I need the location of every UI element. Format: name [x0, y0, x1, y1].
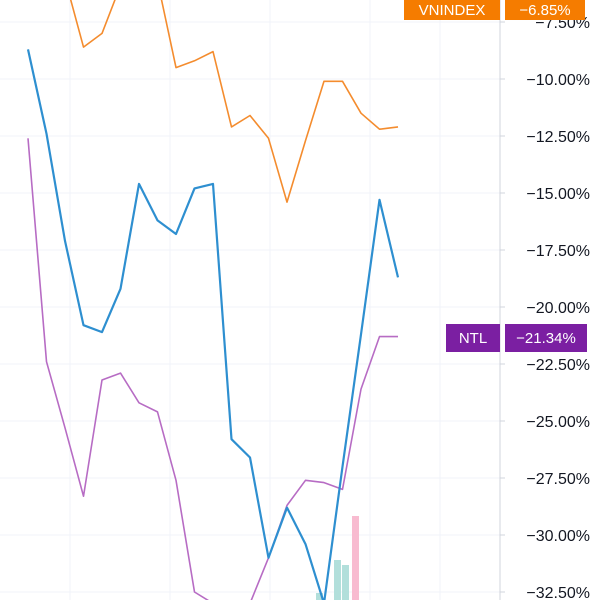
ntl-badge-name: NTL [459, 330, 487, 347]
ntl-badge-name-box [446, 324, 500, 352]
vnindex-badge-name-box [404, 0, 500, 20]
volume-bar [352, 516, 359, 600]
ntl-badge-value: −21.34% [516, 330, 576, 347]
volume-bar [316, 593, 323, 600]
volume-bars [316, 516, 359, 600]
y-tick-label: −25.00% [526, 414, 590, 431]
vnindex-badge[interactable]: VNINDEX −6.85% [404, 0, 585, 20]
horizontal-gridlines [0, 21, 500, 593]
y-tick-label: −17.50% [526, 243, 590, 260]
y-tick-label: −22.50% [526, 357, 590, 374]
ntl-badge-value-box [505, 324, 587, 352]
comparison-series-line [26, 49, 400, 600]
vnindex-badge-name: VNINDEX [419, 2, 486, 19]
ntl-badge[interactable]: NTL −21.34% [446, 324, 587, 352]
y-tick-label: −10.00% [526, 72, 590, 89]
vnindex-badge-value-box [505, 0, 585, 20]
y-tick-label: −15.00% [526, 186, 590, 203]
y-tick-label: −30.00% [526, 528, 590, 545]
y-tick-label: −27.50% [526, 471, 590, 488]
y-tick-label: −12.50% [526, 129, 590, 146]
vnindex-series-line [69, 0, 399, 203]
series-lines [26, 0, 400, 600]
volume-bar [342, 565, 349, 600]
ntl-series-line [27, 138, 398, 600]
volume-bar [334, 560, 341, 600]
vnindex-badge-value: −6.85% [519, 2, 570, 19]
y-tick-label: −20.00% [526, 300, 590, 317]
vertical-gridlines [69, 0, 441, 600]
y-tick-label: −32.50% [526, 585, 590, 600]
